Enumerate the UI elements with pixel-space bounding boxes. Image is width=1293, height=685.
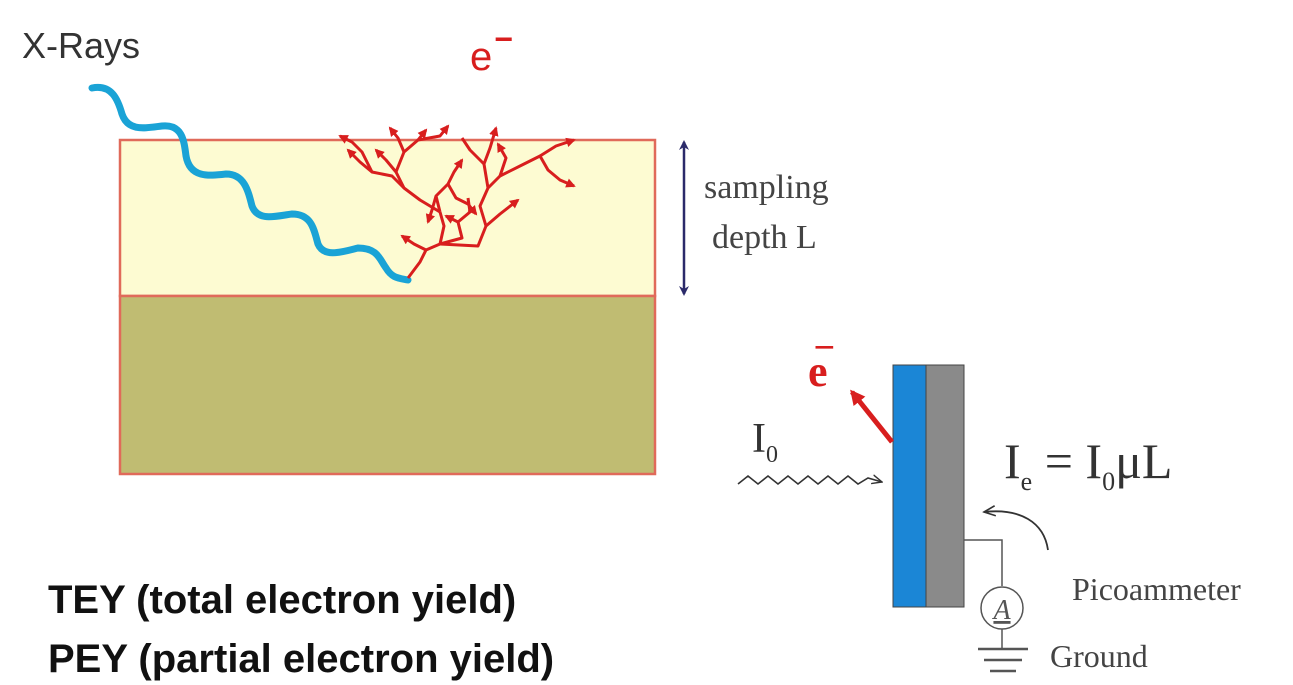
emitted-electron-label: e− bbox=[808, 327, 835, 396]
tey-caption: TEY (total electron yield) bbox=[48, 578, 517, 622]
sampling-depth-label-line2: depth L bbox=[712, 219, 817, 256]
detector bbox=[892, 364, 965, 608]
picoammeter-label: Picoammeter bbox=[1072, 571, 1241, 607]
yield-equation: Ie = I0μL bbox=[1004, 433, 1172, 496]
sample bbox=[118, 138, 657, 476]
electron-cascade bbox=[338, 124, 576, 279]
pey-caption: PEY (partial electron yield) bbox=[48, 637, 555, 681]
xray-wave bbox=[88, 83, 412, 284]
current-arrow bbox=[984, 511, 1049, 551]
emitted-electron-arrow bbox=[850, 389, 894, 444]
xrays-label: X-Rays bbox=[22, 25, 140, 66]
sample-plate-gray bbox=[925, 364, 965, 608]
electron-label: e− bbox=[470, 21, 513, 79]
sample-plate-blue bbox=[892, 364, 927, 608]
sampling-depth-label-line1: sampling bbox=[704, 169, 829, 206]
incident-beam-wave bbox=[737, 476, 882, 486]
substrate-layer bbox=[118, 294, 657, 476]
incident-intensity-label: I0 bbox=[752, 416, 778, 468]
ammeter-symbol-letter: A bbox=[991, 595, 1011, 626]
circuit bbox=[964, 539, 1028, 673]
ground-label: Ground bbox=[1050, 638, 1148, 674]
